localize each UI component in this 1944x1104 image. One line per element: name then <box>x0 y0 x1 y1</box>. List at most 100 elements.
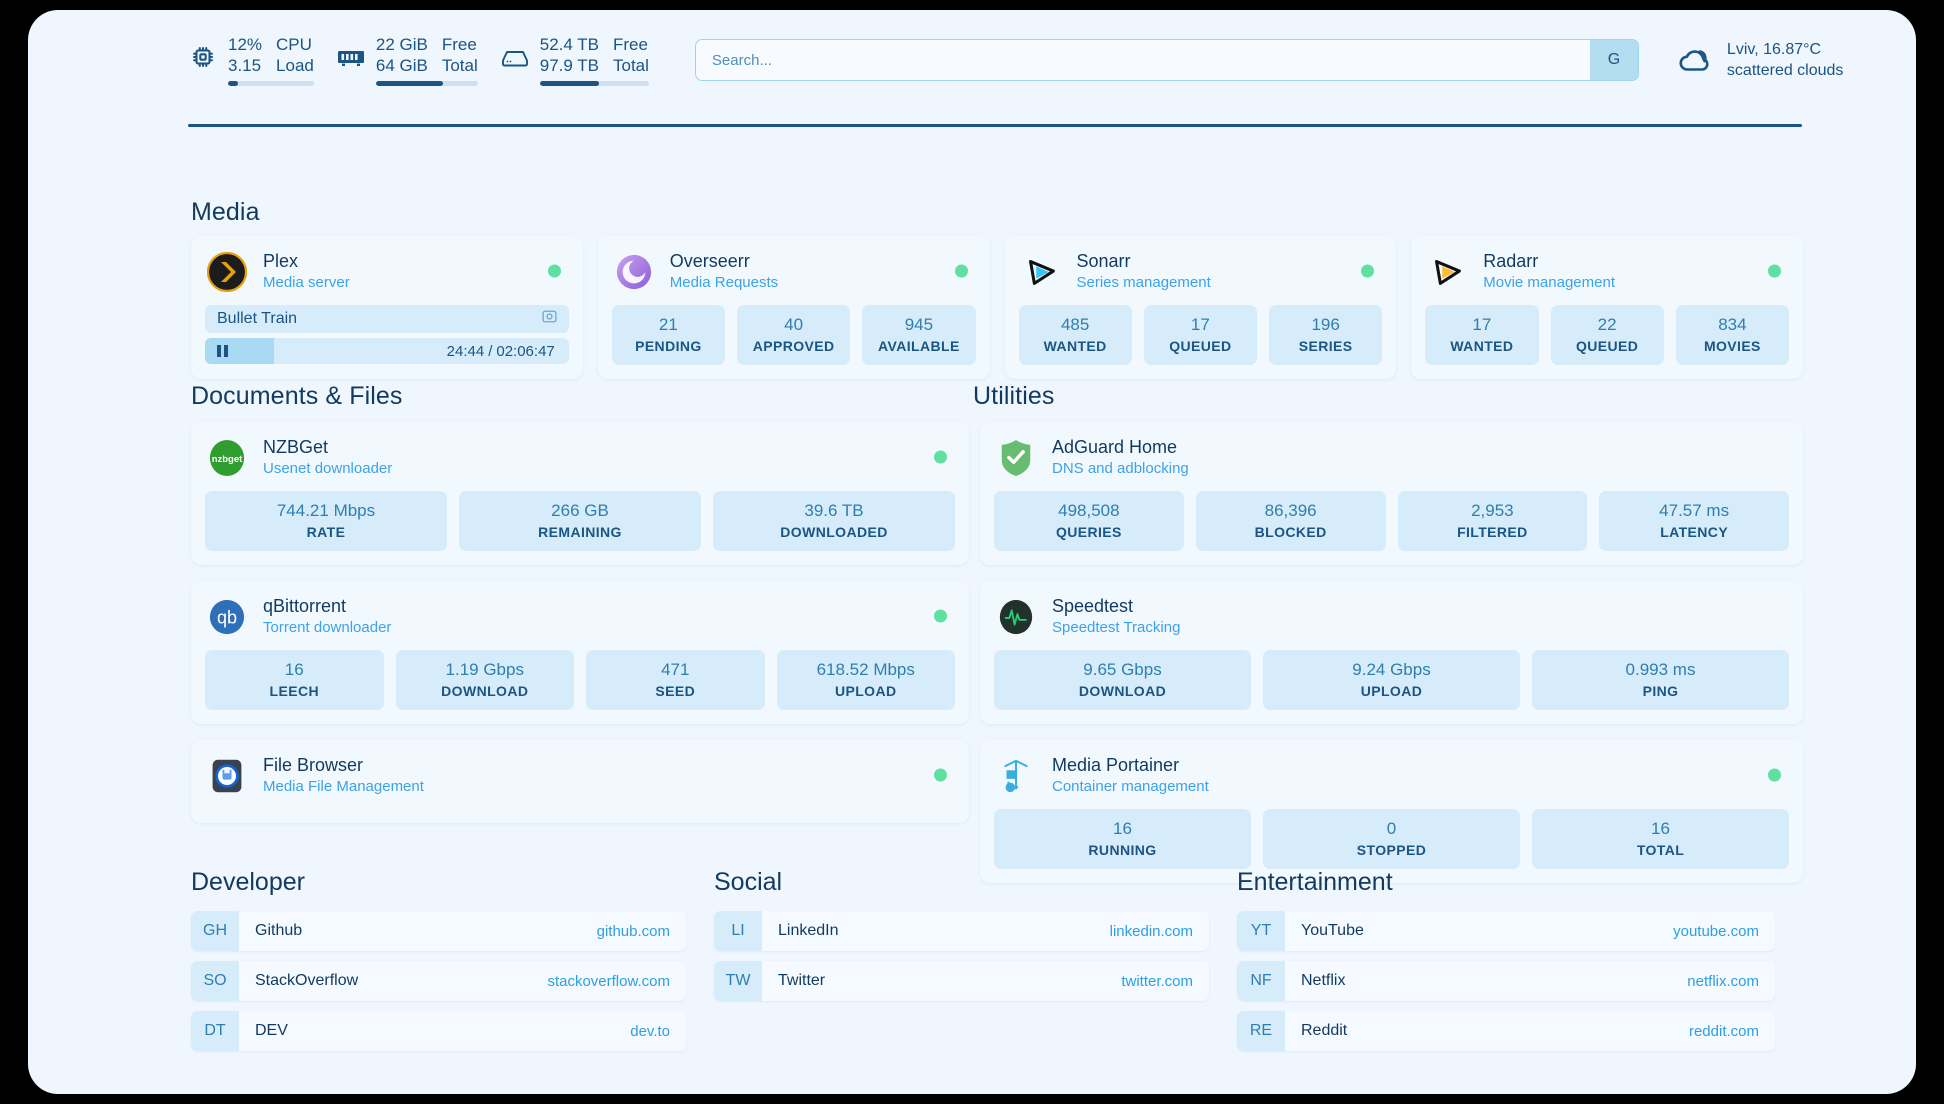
cloud-icon <box>1675 43 1715 77</box>
weather-condition: scattered clouds <box>1726 62 1844 79</box>
service-card-adguard-home[interactable]: AdGuard Home DNS and adblocking 498,508 … <box>980 422 1803 565</box>
now-playing-row[interactable]: Bullet Train <box>205 305 569 333</box>
file-browser-icon <box>207 756 247 796</box>
stat-chip[interactable]: 86,396 BLOCKED <box>1195 491 1386 551</box>
service-card-overseerr[interactable]: Overseerr Media Requests 21 PENDING 40 A… <box>597 236 990 379</box>
stat-chip[interactable]: 17 WANTED <box>1425 305 1539 365</box>
cpu-progress-bar <box>228 81 314 86</box>
bookmark-url: stackoverflow.com <box>547 972 670 990</box>
svg-text:qb: qb <box>217 607 237 627</box>
stat-chip[interactable]: 39.6 TB DOWNLOADED <box>713 491 955 551</box>
stat-label: PING <box>1642 683 1679 699</box>
card-header: AdGuard Home DNS and adblocking <box>980 422 1803 491</box>
bookmark-item[interactable]: RE Reddit reddit.com <box>1237 1011 1775 1051</box>
stat-chip[interactable]: 40 APPROVED <box>737 305 851 365</box>
disk-label-1: Free <box>613 35 648 54</box>
stat-chip[interactable]: 16 RUNNING <box>994 809 1251 869</box>
stat-chip[interactable]: 16 TOTAL <box>1532 809 1789 869</box>
section-title-media: Media <box>191 198 260 226</box>
stat-chip[interactable]: 9.65 Gbps DOWNLOAD <box>994 650 1251 710</box>
service-card-plex[interactable]: Plex Media server Bullet Train <box>191 236 583 379</box>
stat-chip[interactable]: 618.52 Mbps UPLOAD <box>776 650 955 710</box>
pause-icon[interactable] <box>217 345 228 357</box>
status-badge <box>934 609 947 622</box>
dashboard-page: 12% 3.15 CPU Load <box>28 10 1916 1094</box>
card-title-block: Speedtest Speedtest Tracking <box>1052 595 1180 638</box>
service-card-file-browser[interactable]: File Browser Media File Management <box>191 740 969 823</box>
stat-row: 744.21 Mbps RATE 266 GB REMAINING 39.6 T… <box>191 491 969 565</box>
card-title-block: qBittorrent Torrent downloader <box>263 595 391 638</box>
bookmark-name: YouTube <box>1301 922 1364 939</box>
stat-chip[interactable]: 16 LEECH <box>205 650 384 710</box>
bookmark-item[interactable]: GH Github github.com <box>191 911 686 951</box>
stat-chip[interactable]: 1.19 Gbps DOWNLOAD <box>395 650 574 710</box>
stat-value: 471 <box>661 660 690 679</box>
section-title-utilities: Utilities <box>973 382 1055 410</box>
stat-chip[interactable]: 47.57 ms LATENCY <box>1599 491 1789 551</box>
header-divider <box>188 124 1802 127</box>
stat-chip[interactable]: 9.24 Gbps UPLOAD <box>1263 650 1520 710</box>
stat-label: QUERIES <box>1055 524 1122 540</box>
bookmark-item[interactable]: TW Twitter twitter.com <box>714 961 1209 1001</box>
bookmark-group-title: Developer <box>191 868 305 896</box>
bookmark-item[interactable]: SO StackOverflow stackoverflow.com <box>191 961 686 1001</box>
card-title-block: Overseerr Media Requests <box>670 250 778 293</box>
disk-value-1: 52.4 TB <box>539 35 599 54</box>
stat-label: SERIES <box>1298 338 1353 354</box>
ram-value-2: 64 GiB <box>375 56 428 75</box>
stat-chip[interactable]: 22 QUEUED <box>1550 305 1664 365</box>
stat-chip[interactable]: 17 QUEUED <box>1143 305 1257 365</box>
disk-progress-bar <box>539 81 649 86</box>
stat-label: UPLOAD <box>834 683 897 699</box>
now-playing-title: Bullet Train <box>217 310 298 327</box>
stat-chip[interactable]: 945 AVAILABLE <box>862 305 976 365</box>
service-card-media-portainer[interactable]: Media Portainer Container management 16 … <box>980 740 1803 883</box>
search-engine-button[interactable]: G <box>1589 40 1638 80</box>
card-title-block: Radarr Movie management <box>1483 250 1615 293</box>
service-card-nzbget[interactable]: nzbget NZBGet Usenet downloader 744.21 M… <box>191 422 969 565</box>
stat-chip[interactable]: 744.21 Mbps RATE <box>205 491 447 551</box>
widget-cpu-body: 12% 3.15 CPU Load <box>228 34 314 86</box>
stat-chip[interactable]: 0.993 ms PING <box>1532 650 1789 710</box>
stat-chip[interactable]: 0 STOPPED <box>1263 809 1520 869</box>
service-card-qbittorrent[interactable]: qb qBittorrent Torrent downloader 16 LEE… <box>191 581 969 724</box>
stat-value: 0 <box>1386 819 1397 838</box>
bookmark-name: DEV <box>255 1022 288 1039</box>
bookmark-list: GH Github github.com SO StackOverflow st… <box>191 911 714 1051</box>
playback-progress[interactable]: 24:44/02:06:47 <box>205 338 569 364</box>
search-bar[interactable]: G <box>694 39 1639 81</box>
service-card-speedtest[interactable]: Speedtest Speedtest Tracking 9.65 Gbps D… <box>980 581 1803 724</box>
bookmark-item[interactable]: YT YouTube youtube.com <box>1237 911 1775 951</box>
bookmark-item[interactable]: DT DEV dev.to <box>191 1011 686 1051</box>
stat-chip[interactable]: 2,953 FILTERED <box>1397 491 1588 551</box>
speedtest-icon <box>996 597 1036 637</box>
cast-icon[interactable] <box>542 309 557 329</box>
stat-label: DOWNLOADED <box>780 524 888 540</box>
stat-chip[interactable]: 266 GB REMAINING <box>459 491 701 551</box>
stat-row: 498,508 QUERIES 86,396 BLOCKED 2,953 FIL… <box>980 491 1803 565</box>
bookmark-group-title: Entertainment <box>1237 868 1393 896</box>
status-badge <box>934 768 947 781</box>
stat-row: 17 WANTED 22 QUEUED 834 MOVIES <box>1411 305 1803 379</box>
stat-chip[interactable]: 485 WANTED <box>1018 305 1132 365</box>
stat-chip[interactable]: 196 SERIES <box>1269 305 1383 365</box>
plex-icon <box>207 251 247 292</box>
stat-chip[interactable]: 21 PENDING <box>611 305 725 365</box>
widget-cpu: 12% 3.15 CPU Load <box>188 34 314 86</box>
stat-label: TOTAL <box>1636 842 1685 858</box>
bookmark-item[interactable]: LI LinkedIn linkedin.com <box>714 911 1209 951</box>
stat-chip[interactable]: 834 MOVIES <box>1675 305 1789 365</box>
stat-label: DOWNLOAD <box>441 683 529 699</box>
bookmark-url: youtube.com <box>1673 922 1759 940</box>
stat-chip[interactable]: 498,508 QUERIES <box>994 491 1184 551</box>
bookmark-list: YT YouTube youtube.com NF Netflix netfli… <box>1237 911 1803 1051</box>
service-card-sonarr[interactable]: Sonarr Series management 485 WANTED 17 Q… <box>1004 236 1397 379</box>
bookmark-item[interactable]: NF Netflix netflix.com <box>1237 961 1775 1001</box>
search-input[interactable] <box>695 40 1590 80</box>
service-card-radarr[interactable]: Radarr Movie management 17 WANTED 22 QUE… <box>1411 236 1803 379</box>
card-header: Radarr Movie management <box>1411 236 1803 305</box>
bookmark-url: linkedin.com <box>1109 922 1193 940</box>
disk-icon <box>500 40 530 74</box>
stat-chip[interactable]: 471 SEED <box>586 650 765 710</box>
ram-icon <box>336 40 366 74</box>
